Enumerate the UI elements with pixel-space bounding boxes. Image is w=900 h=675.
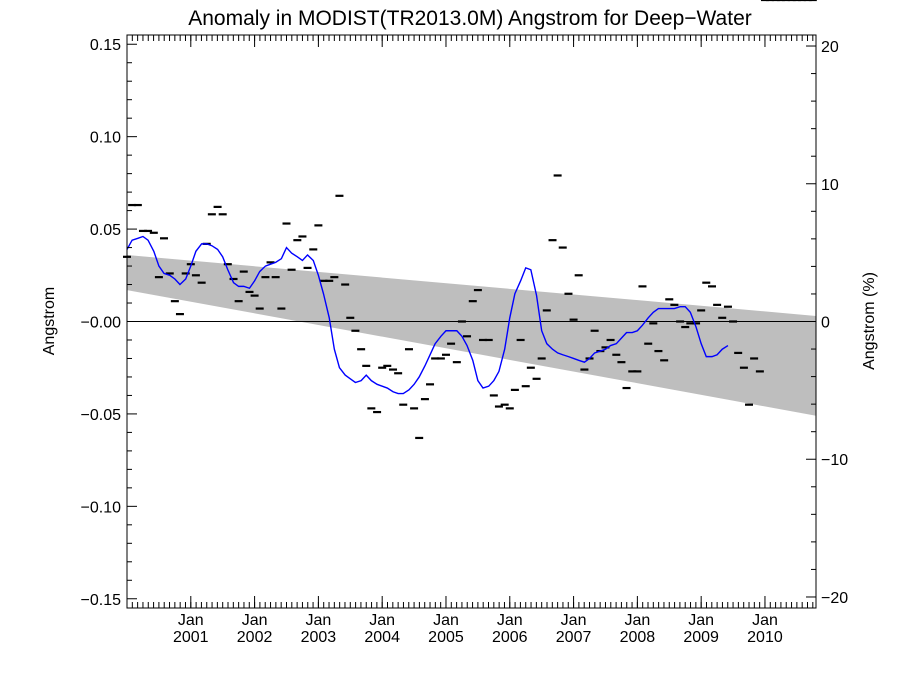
x-tick-label-month: Jan (305, 612, 331, 629)
y-axis-label: Angstrom (41, 287, 58, 355)
y-tick-label: −0.15 (81, 592, 122, 609)
x-tick-label-month: Jan (369, 612, 395, 629)
y2-tick-label: 10 (821, 177, 839, 194)
smoothed-line (126, 235, 729, 395)
x-tick-label-year: 2001 (173, 629, 209, 646)
trend-band (127, 254, 816, 416)
x-tick-label-year: 2002 (237, 629, 273, 646)
y2-tick-label: 0 (821, 315, 830, 332)
plot-area: −0.15 −0.10 −0.05 −0.00 0.05 0.10 0.15 −20 −10 0 1… (81, 0, 848, 646)
y-tick-label: −0.05 (81, 407, 122, 424)
x-tick-label-month: Jan (433, 612, 459, 629)
x-tick-label-year: 2009 (683, 629, 719, 646)
y-tick-label: 0.15 (90, 37, 121, 54)
y-tick-label: −0.00 (81, 315, 122, 332)
x-tick-label-month: Jan (242, 612, 268, 629)
x-tick-label-year: 2005 (428, 629, 464, 646)
x-tick-label-year: 2003 (301, 629, 337, 646)
chart-title: Anomaly in MODIST(TR2013.0M) Angstrom fo… (188, 7, 752, 30)
x-tick-label-month: Jan (752, 612, 778, 629)
x-tick-label-year: 2004 (364, 629, 400, 646)
y-tick-label: −0.10 (81, 499, 122, 516)
x-tick-label-year: 2006 (492, 629, 528, 646)
x-tick-label-month: Jan (178, 612, 204, 629)
y-tick-label: 0.05 (90, 222, 121, 239)
y2-tick-label: −10 (821, 452, 848, 469)
x-tick-label-year: 2008 (620, 629, 656, 646)
y2-tick-label: 20 (821, 39, 839, 56)
y2-axis-label: Angstrom (%) (861, 272, 878, 370)
x-tick-label-month: Jan (688, 612, 714, 629)
x-tick-label-month: Jan (561, 612, 587, 629)
x-tick-label-year: 2010 (747, 629, 783, 646)
x-tick-label-month: Jan (497, 612, 523, 629)
x-tick-label-month: Jan (624, 612, 650, 629)
y-tick-label: 0.10 (90, 130, 121, 147)
x-tick-label-year: 2007 (556, 629, 592, 646)
y2-tick-label: −20 (821, 590, 848, 607)
